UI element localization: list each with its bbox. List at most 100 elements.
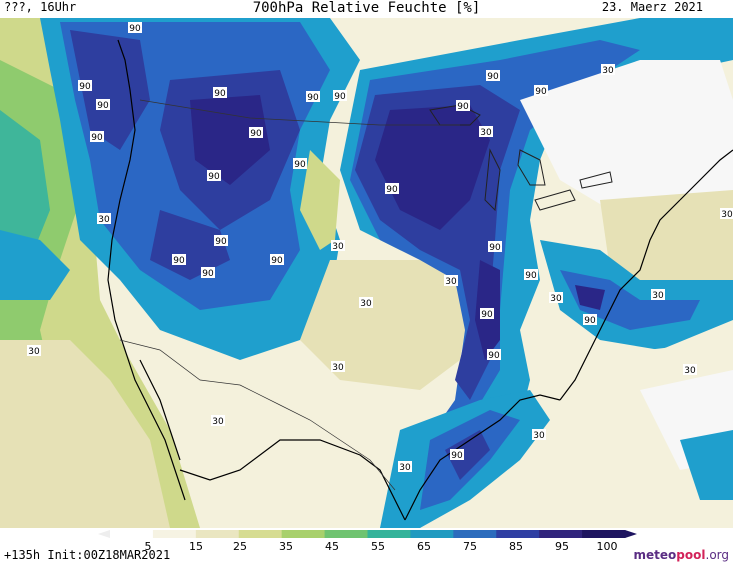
contour-label: 30 [332,242,344,252]
contour-label: 90 [334,92,346,102]
pacific-coastline [107,39,186,501]
contour-label: 90 [294,160,306,170]
colorbar-tick-label: 95 [555,540,569,553]
contour-label: 30 [721,210,733,220]
us-canada-border [139,99,460,126]
contour-label: 90 [250,129,262,139]
contour-label-bg [444,275,458,286]
contour-label-bg [331,361,345,372]
contour-label-bg [683,364,697,375]
contour-label: 90 [97,101,109,111]
lake-huron [517,149,546,186]
contour-label: 90 [457,102,469,112]
contour-label: 30 [550,294,562,304]
contour-label: 30 [212,417,224,427]
contour-label-bg [601,64,615,75]
atlantic-coastline [559,199,681,401]
contour-label-bg [306,91,320,102]
humidity-map-svg: 90 90 90 90 90 90 90 90 90 90 90 90 90 90 90 90 90 90 90 90… [0,18,733,528]
contour-label-bg [97,213,111,224]
lake-superior [429,104,481,126]
rockies-darkblue-patch [150,210,230,280]
us-mexico-border [119,339,396,491]
contour-label: 30 [332,363,344,373]
contour-label-bg [172,254,186,265]
mexico-gulf-coastline [179,439,406,521]
contour-label-bg [532,429,546,440]
contour-label: 30 [684,366,696,376]
contour-label: 90 [202,269,214,279]
contour-label: 30 [360,299,372,309]
map-title: 700hPa Relative Feuchte [%] [252,0,481,16]
contour-label-bg [450,449,464,460]
colorbar-tick-label: 85 [509,540,523,553]
contour-label-bg [487,349,501,360]
colorbar-segment [324,530,368,538]
contour-label: 90 [214,89,226,99]
pacific-cyan-patch [0,230,70,300]
contour-label-bg [213,87,227,98]
east-coast-sand [600,190,733,300]
colorbar-tick-label: 35 [279,540,293,553]
contour-label-bg [333,90,347,101]
header-bar: ???, 16Uhr 700hPa Relative Feuchte [%] 2… [0,0,733,18]
brand-pool: pool [676,548,706,562]
contour-label-bg [90,131,104,142]
humidity-map: 90 90 90 90 90 90 90 90 90 90 90 90 90 90 90 90 90 90 90 90… [0,18,733,528]
contour-label: 30 [480,128,492,138]
colorbar-segment [281,530,326,538]
contour-label: 90 [487,72,499,82]
plains-yellowgreen-strip [300,150,340,250]
contour-label-bg [549,292,563,303]
northeast-dry-region [520,60,733,220]
contour-label: 90 [129,24,141,34]
colorbar-segment [238,530,283,538]
colorbar-segment [582,530,626,538]
lake-ontario [579,171,613,189]
contour-label: 90 [525,271,537,281]
colorbar-segment [367,530,411,538]
init-time-label: +135h Init:00Z18MAR2021 [4,548,171,562]
contour-label: 30 [445,277,457,287]
caribbean-cyan-patch [680,430,733,500]
northeast-coastline [679,149,733,201]
colorbar-arrow-left [98,530,110,538]
contour-label-bg [651,289,665,300]
colorbar-segment [195,530,240,538]
colorbar-tick-label: 100 [596,540,618,553]
pacific-sand-band [0,340,170,528]
contour-label-bg [359,297,373,308]
date-label: 23. Maerz 2021 [601,0,703,14]
valid-time-label: ???, 16Uhr [4,0,77,14]
colorbar-arrow-right [625,530,637,538]
coastline-group [107,39,733,521]
contour-label-bg [249,127,263,138]
northwest-darkblue-core-1 [70,30,150,150]
contour-label-bg [524,269,538,280]
colorbar-tick-label: 45 [325,540,339,553]
contour-label: 90 [451,451,463,461]
pacific-teal-band [0,110,50,270]
contour-label: 30 [98,215,110,225]
contour-label-bg [480,308,494,319]
contour-label: 90 [481,310,493,320]
colorbar-segment [539,530,583,538]
lakes-group [429,104,613,212]
lake-erie [534,189,576,211]
contour-label: 30 [28,347,40,357]
colorbar-segment [152,530,197,538]
colorbar-tick-label: 25 [233,540,247,553]
gulf-coastline [404,394,561,521]
midwest-indigo-core [375,105,490,230]
colorbar-segment [410,530,454,538]
contour-label: 90 [208,172,220,182]
contour-label: 30 [533,431,545,441]
colorbar-tick-label: 5 [144,540,152,553]
border-group [119,99,460,491]
brand-domain: .org [705,548,730,562]
brand-meteo: meteo [633,548,677,562]
contour-label-bg [456,100,470,111]
meteopool-logo: meteopool.org [634,548,729,562]
contour-label-bg [331,240,345,251]
plains-sand-region [300,260,470,390]
